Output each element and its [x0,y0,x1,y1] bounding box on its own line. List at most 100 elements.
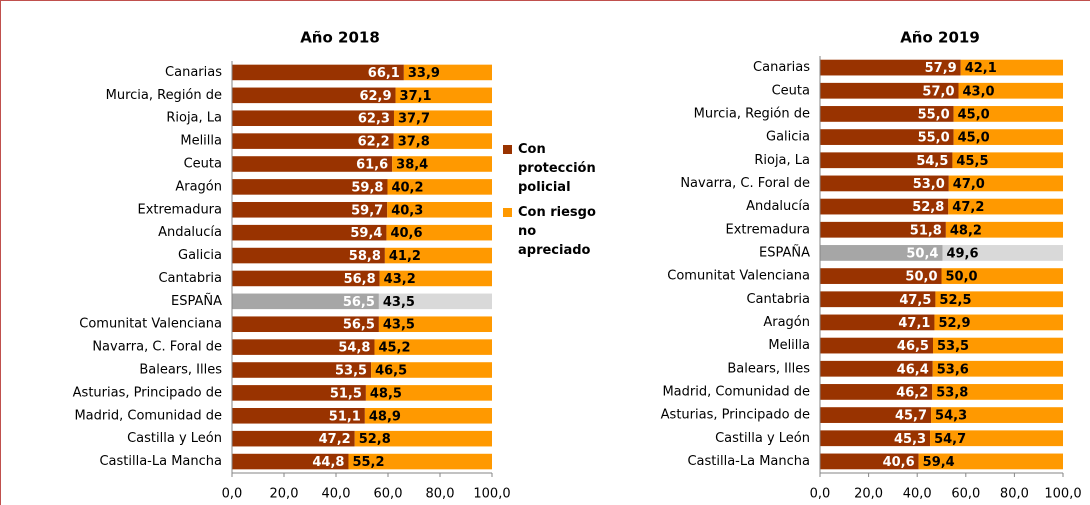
x-tick-label: 20,0 [270,487,299,502]
value-label: 47,1 [898,316,930,331]
value-label: 47,0 [953,177,985,192]
x-tick-label: 20,0 [854,487,883,502]
value-label: 53,0 [913,177,945,192]
y-tick-label: ESPAÑA [171,293,222,309]
legend-swatch [503,145,512,154]
value-label: 62,3 [358,112,390,127]
value-label: 48,9 [369,409,401,424]
bar-segment [820,291,936,308]
bar-segment [348,453,492,470]
x-tick-label: 60,0 [951,487,980,502]
bar-segment [232,224,387,241]
value-label: 49,6 [946,246,978,261]
value-label: 53,5 [335,364,367,379]
bar-segment [820,106,954,122]
bar-segment [942,245,1063,261]
value-label: 57,9 [925,61,957,76]
bar-segment [232,316,379,333]
bar-segment [232,430,355,447]
bar-segment [392,156,492,172]
y-tick-label: Murcia, Región de [106,88,222,103]
value-label: 61,6 [356,158,388,173]
bar-segment [953,129,1063,145]
bar-segment [232,156,393,172]
value-label: 59,8 [351,180,383,195]
value-label: 50,4 [906,246,938,261]
bar-segment [232,133,394,149]
y-tick-label: Aragón [175,179,222,194]
bar-segment [820,430,931,447]
bar-segment [232,385,366,401]
y-tick-label: Balears, Illes [727,361,810,376]
value-label: 43,5 [383,318,415,333]
value-label: 37,1 [400,89,432,104]
bar-segment [820,314,935,331]
bar-segment [378,316,492,333]
bar-segment [393,110,492,127]
bar-segment [395,87,492,104]
value-label: 45,0 [958,131,990,146]
value-label: 62,2 [358,135,390,150]
bar-segment [932,337,1063,354]
legend-label: Con riesgo no apreciado [518,205,596,258]
bar-segment [232,87,396,104]
bar-segment [953,106,1063,122]
y-tick-label: Madrid, Comunidad de [662,384,810,399]
value-label: 55,0 [918,107,950,122]
bar-segment [820,245,943,261]
value-label: 56,5 [343,318,375,333]
bar-segment [232,110,394,127]
value-label: 52,8 [359,432,391,447]
value-label: 52,5 [939,293,971,308]
value-label: 43,5 [383,295,415,310]
value-label: 47,5 [899,293,931,308]
bar-segment [930,430,1063,447]
bar-segment [387,179,492,195]
bar-segment [379,270,492,287]
y-tick-label: Galicia [178,248,222,263]
bar-segment [820,175,949,192]
bar-segment [934,314,1063,331]
y-tick-label: Rioja, La [166,111,222,126]
y-tick-label: Cantabria [158,271,222,286]
y-tick-label: Aragón [763,315,810,330]
value-label: 37,7 [398,112,430,127]
value-label: 56,5 [343,295,375,310]
y-tick-label: Castilla y León [715,431,810,446]
value-label: 46,5 [897,339,929,354]
value-label: 45,0 [958,107,990,122]
value-label: 47,2 [952,200,984,215]
x-tick-label: 0,0 [222,487,243,502]
bar-segment [820,337,933,354]
value-label: 52,8 [912,200,944,215]
bar-segment [232,270,380,287]
bar-segment [374,339,492,355]
bar-segment [918,453,1063,470]
y-tick-label: Ceuta [184,157,222,172]
bar-segment [232,339,375,355]
bar-segment [371,362,492,378]
bar-segment [948,175,1063,192]
value-label: 38,4 [396,158,428,173]
x-tick-label: 80,0 [1000,487,1029,502]
x-tick-label: 40,0 [322,487,351,502]
value-label: 56,8 [344,272,376,287]
bar-segment [820,407,932,423]
y-tick-label: Andalucía [746,199,810,214]
y-tick-label: Galicia [766,130,810,145]
value-label: 45,5 [956,154,988,169]
y-tick-label: Extremadura [726,222,811,237]
bar-segment [393,133,492,149]
value-label: 58,8 [349,249,381,264]
y-tick-label: Canarias [753,60,810,75]
value-label: 57,0 [922,84,954,99]
value-label: 59,7 [351,203,383,218]
value-label: 37,8 [398,135,430,150]
value-label: 40,6 [390,226,422,241]
value-label: 50,0 [905,270,937,285]
value-label: 51,1 [329,409,361,424]
bar-segment [960,59,1063,76]
y-tick-label: Castilla-La Mancha [99,454,222,469]
